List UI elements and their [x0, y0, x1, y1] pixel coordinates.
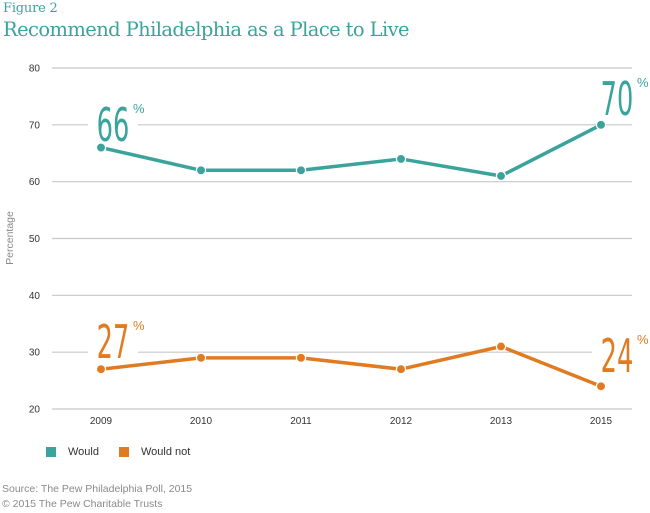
series-segment-would_not	[500, 344, 602, 388]
annotation-knockout	[88, 99, 138, 145]
x-tick-label: 2013	[490, 416, 513, 427]
annotation-would_not-2015: 24%	[592, 330, 649, 384]
x-tick-label: 2010	[190, 416, 213, 427]
annotation-would-2009: 66%	[88, 99, 145, 153]
series-segment-would	[300, 157, 402, 173]
data-point-would_not-2009	[95, 363, 107, 375]
data-point-would_not-2011	[295, 352, 307, 364]
annotation-knockout	[592, 73, 642, 119]
legend-item-would: Would	[46, 446, 99, 458]
data-point-would-2015	[595, 119, 607, 131]
annotation-would_not-2009: 27%	[88, 316, 145, 370]
x-tick-label: 2015	[590, 416, 613, 427]
annotations: 66% 70 %27 %24%	[88, 73, 649, 384]
data-point-would-2010	[195, 165, 207, 176]
series-segment-would	[400, 157, 502, 178]
data-point-would_not-2010	[195, 352, 207, 364]
annotation-percent-sign: %	[637, 75, 649, 90]
series-would_not	[95, 341, 607, 392]
source-note: Source: The Pew Philadelphia Poll, 2015	[2, 483, 193, 495]
series-segment-would	[500, 123, 602, 178]
chart-title: Recommend Philadelphia as a Place to Liv…	[3, 18, 410, 41]
gridlines	[52, 67, 632, 410]
x-tick-label: 2012	[390, 416, 413, 427]
x-axis-ticks: 2009 2010 2011 2012 2013 2015	[90, 416, 613, 427]
legend-item-would-not: Would not	[118, 446, 191, 458]
annotation-knockout	[592, 330, 642, 376]
annotation-percent-sign: %	[133, 318, 145, 333]
data-point-would-2013	[495, 170, 507, 182]
annotation-percent-sign: %	[637, 332, 649, 347]
footer: Source: The Pew Philadelphia Poll, 2015 …	[2, 482, 192, 512]
y-axis-label: Percentage	[4, 211, 16, 265]
legend-swatch-would-not	[118, 447, 129, 457]
series-segment-would_not	[300, 356, 402, 371]
annotation-value: 27	[97, 316, 130, 370]
legend: Would Would not	[46, 446, 210, 458]
legend-label-would-not: Would not	[140, 446, 191, 458]
data-point-would-2011	[295, 165, 307, 176]
y-tick-label: 20	[29, 405, 41, 416]
y-tick-label: 60	[29, 177, 41, 188]
annotation-value: 70	[601, 73, 634, 127]
series	[95, 119, 607, 392]
legend-swatch-would	[46, 447, 56, 457]
y-tick-label: 30	[29, 348, 41, 359]
x-tick-label: 2011	[290, 416, 312, 427]
annotation-knockout	[88, 316, 138, 362]
series-segment-would	[100, 145, 202, 173]
data-point-would_not-2015	[595, 381, 607, 392]
y-tick-label: 70	[29, 120, 41, 131]
y-tick-label: 80	[29, 64, 41, 75]
series-would	[95, 119, 607, 182]
copyright-note: © 2015 The Pew Charitable Trusts	[2, 498, 163, 510]
annotation-percent-sign: %	[133, 101, 145, 116]
data-point-would-2009	[95, 142, 107, 153]
x-tick-label: 2009	[90, 416, 113, 427]
legend-label-would: Would	[68, 446, 99, 458]
data-point-would_not-2013	[495, 341, 507, 352]
y-tick-label: 50	[29, 234, 41, 245]
annotation-would-2015: 70%	[592, 73, 649, 127]
data-point-would_not-2012	[395, 363, 407, 375]
y-tick-label: 40	[29, 291, 41, 302]
y-axis-ticks: 20 30 40 50 60 70 80	[29, 64, 41, 416]
annotation-value: 24	[601, 330, 634, 384]
data-point-would-2012	[395, 153, 407, 165]
series-segment-would_not	[100, 356, 202, 371]
series-segment-would_not	[400, 344, 502, 371]
figure-label: Figure 2	[3, 1, 58, 16]
